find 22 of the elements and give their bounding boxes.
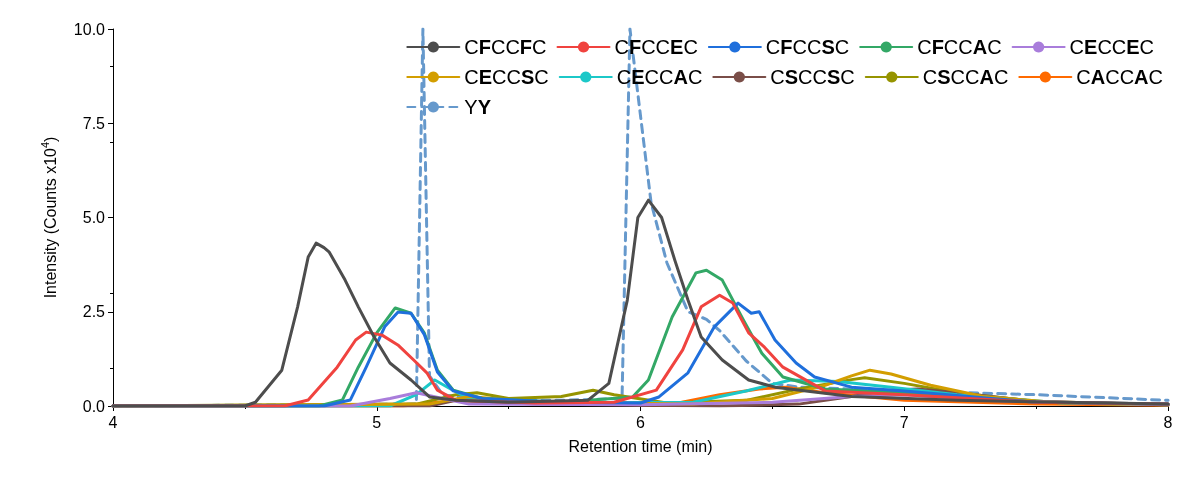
legend-label: CFCCAC — [917, 36, 1002, 58]
legend-label: YY — [464, 96, 492, 118]
legend-label: CSCCSC — [770, 66, 855, 88]
y-tick-label: 10.0 — [73, 20, 106, 38]
y-axis-title: Intensity (Counts x104) — [38, 136, 59, 299]
x-tick-label: 8 — [1163, 413, 1173, 431]
x-tick-label: 4 — [108, 413, 118, 431]
legend-label: CFCCFC — [464, 36, 547, 58]
y-tick-label: 0.0 — [82, 397, 106, 415]
x-tick-label: 6 — [636, 413, 646, 431]
x-tick-label: 7 — [899, 413, 909, 431]
y-tick-label: 7.5 — [82, 114, 106, 132]
legend-label: CECCSC — [464, 66, 549, 88]
legend-label: CFCCSC — [765, 36, 850, 58]
legend-label: CECCAC — [616, 66, 703, 88]
legend-label: CECCEC — [1069, 36, 1155, 58]
legend-label: CSCCAC — [922, 66, 1009, 88]
legend-label: CACCAC — [1076, 66, 1164, 88]
y-tick-label: 2.5 — [82, 303, 106, 321]
x-tick-label: 5 — [372, 413, 382, 431]
x-axis-title: Retention time (min) — [568, 437, 713, 455]
y-tick-label: 5.0 — [82, 209, 106, 226]
